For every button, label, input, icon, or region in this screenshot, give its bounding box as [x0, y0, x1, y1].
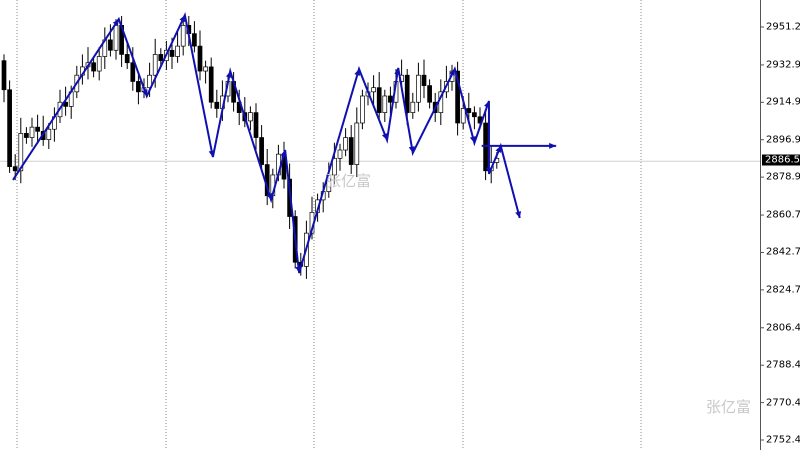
price-tick-label: 2914.95: [766, 96, 800, 108]
candle-body: [35, 126, 40, 132]
zigzag-arrowhead: [354, 68, 361, 76]
candle-body: [29, 126, 35, 138]
zigzag-arrowhead: [495, 145, 502, 153]
zigzag-arrowhead: [179, 15, 185, 23]
candle-body: [24, 133, 29, 138]
price-tick-label: 2951.20: [766, 21, 800, 33]
zigzag-arrowhead: [381, 133, 388, 141]
candle-body: [410, 101, 416, 113]
zigzag-arrowhead: [515, 211, 522, 218]
candle-body: [360, 95, 365, 124]
candle-body: [180, 24, 186, 47]
candle-body: [158, 54, 164, 62]
price-tick-label: 2770.45: [766, 397, 800, 409]
horizontal-arrowhead: [549, 142, 557, 149]
zigzag-arrowhead: [484, 100, 490, 108]
candle-body: [108, 39, 113, 51]
price-tick-label: 2806.45: [766, 322, 800, 334]
zigzag-arrowhead: [280, 150, 287, 157]
candle-body: [337, 149, 343, 159]
candle-body: [197, 45, 203, 72]
candle-body: [203, 66, 208, 72]
candle-body: [421, 74, 427, 86]
candle-body: [466, 108, 472, 113]
candle-body: [124, 54, 130, 64]
candle-body: [12, 166, 18, 172]
candle-body: [455, 70, 460, 124]
candle-body: [354, 122, 360, 165]
candle-body: [96, 56, 102, 72]
candle-body: [427, 85, 432, 103]
candle-body: [460, 108, 466, 124]
price-tick-label: 2932.95: [766, 59, 800, 71]
candle-body: [147, 74, 152, 89]
candle-body: [46, 128, 52, 140]
candle-body: [472, 112, 477, 118]
zigzag-arrowhead: [469, 136, 476, 143]
zigzag-arrowhead: [208, 150, 215, 158]
candle-body: [91, 62, 96, 72]
candle-body: [343, 137, 348, 151]
candle-body: [169, 49, 175, 57]
price-tick-label: 2824.70: [766, 284, 800, 296]
candle-body: [136, 81, 141, 93]
candle-body: [483, 122, 488, 172]
candle-body: [1, 60, 7, 91]
zigzag-arrowhead: [266, 192, 273, 200]
candle-body: [175, 45, 180, 57]
candle-body: [332, 157, 337, 176]
price-tick-label: 2842.70: [766, 246, 800, 258]
candle-body: [152, 54, 158, 76]
candle-body: [382, 95, 388, 113]
candle-body: [259, 137, 264, 165]
zigzag-arrowhead: [485, 167, 493, 174]
candle-body: [18, 133, 24, 172]
price-tick-label: 2860.70: [766, 209, 800, 221]
zigzag-line: [12, 11, 521, 274]
zigzag-arrowhead: [295, 266, 302, 274]
zigzag-arrowhead: [394, 67, 401, 75]
candle-body: [348, 137, 354, 165]
zigzag-arrowhead: [408, 146, 415, 153]
watermark-center: 张亿富: [326, 172, 372, 190]
candle-body: [214, 101, 220, 109]
watermark-corner: 张亿富: [706, 398, 752, 416]
current-price-label: 2886.59: [762, 154, 800, 166]
zigzag-arrowhead: [449, 68, 455, 76]
candle-body: [371, 87, 376, 93]
zigzag-arrowhead: [112, 19, 119, 27]
candle-body: [248, 112, 253, 122]
candle-body: [388, 95, 393, 103]
zigzag-arrowhead: [226, 71, 232, 78]
price-tick-label: 2752.45: [766, 434, 800, 446]
zigzag-arrowhead: [141, 89, 148, 97]
candle-body: [113, 24, 119, 51]
price-tick-label: 2878.95: [766, 171, 800, 183]
candle-body: [130, 62, 136, 82]
candle-body: [208, 66, 214, 103]
candle-body: [192, 33, 197, 47]
candle-body: [253, 112, 259, 138]
price-tick-label: 2896.95: [766, 134, 800, 146]
candle-body: [376, 87, 382, 113]
candle-body: [416, 74, 421, 103]
candle-body: [7, 89, 12, 167]
price-tick-label: 2788.45: [766, 359, 800, 371]
candle-body: [404, 74, 410, 113]
